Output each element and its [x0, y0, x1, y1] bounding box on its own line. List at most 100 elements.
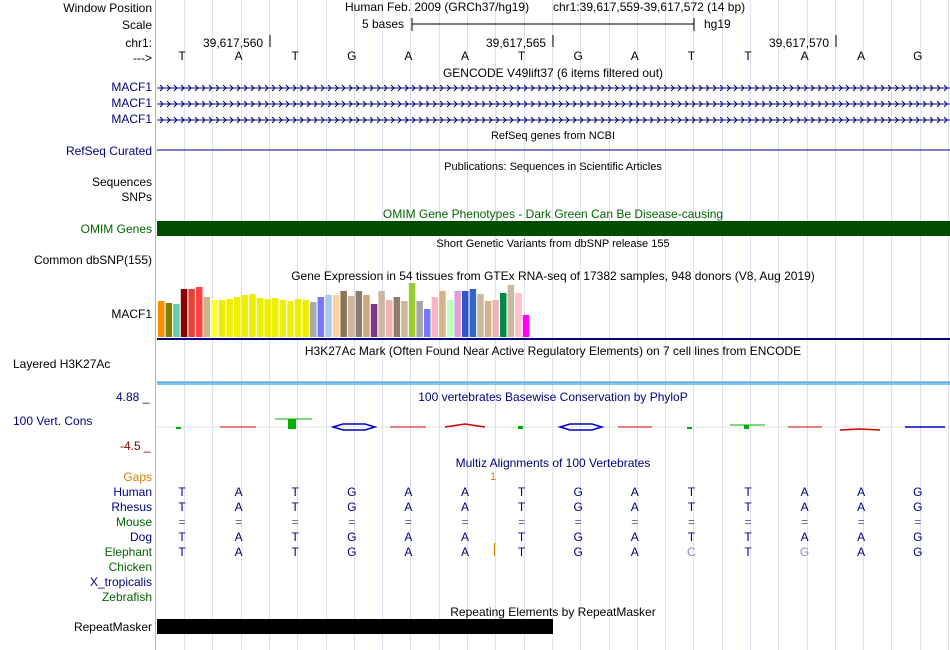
gtex-tissue-bar — [332, 295, 340, 337]
gtex-tissue-bar — [363, 295, 370, 337]
grid-line — [665, 0, 666, 650]
gtex-tissue-bar — [424, 309, 431, 337]
aligned-base: = — [178, 515, 186, 529]
tick-label-1: 39,617,560 — [203, 36, 264, 50]
gtex-tissue-bar — [256, 298, 264, 337]
aligned-base: A — [234, 500, 243, 514]
aligned-base: T — [178, 530, 186, 544]
gtex-track-title: Gene Expression in 54 tissues from GTEx … — [291, 269, 815, 283]
species-label[interactable]: Elephant — [104, 545, 152, 559]
assembly-title: Human Feb. 2009 (GRCh37/hg19) — [345, 0, 530, 14]
pubs-track-title: Publications: Sequences in Scientific Ar… — [444, 161, 662, 173]
gtex-tissue-bar — [431, 297, 439, 337]
base-letter: A — [234, 49, 243, 63]
gencode-item-3[interactable]: MACF1 — [111, 112, 152, 126]
aligned-base: = — [744, 515, 752, 529]
repeatmasker-label[interactable]: RepeatMasker — [73, 620, 152, 634]
refseq-label[interactable]: RefSeq Curated — [65, 144, 152, 158]
gtex-tissue-bar — [165, 303, 173, 337]
gaps-label[interactable]: Gaps — [123, 470, 152, 484]
aligned-base: A — [630, 545, 639, 559]
species-label[interactable]: Human — [113, 485, 152, 499]
base-letter: T — [178, 49, 186, 63]
grid-line — [722, 0, 723, 650]
gtex-tissue-bar — [469, 289, 477, 337]
omim-label[interactable]: OMIM Genes — [80, 222, 152, 236]
grid-line — [920, 0, 921, 650]
species-label[interactable]: Rhesus — [111, 500, 152, 514]
gtex-tissue-bar — [370, 304, 378, 337]
base-letter: A — [460, 49, 469, 63]
dbsnp-label[interactable]: Common dbSNP(155) — [33, 253, 152, 267]
aligned-base: G — [913, 500, 923, 514]
gtex-tissue-bar — [188, 289, 195, 337]
tick-label-3: 39,617,570 — [769, 36, 830, 50]
aligned-base: = — [291, 515, 299, 529]
gencode-item-2[interactable]: MACF1 — [111, 96, 152, 110]
species-label[interactable]: Mouse — [115, 515, 152, 529]
gtex-tissue-bar — [393, 297, 401, 337]
gtex-tissue-bar — [294, 299, 302, 337]
window-position-label: Window Position — [63, 1, 152, 15]
phylop-label[interactable]: 100 Vert. Cons — [13, 414, 93, 428]
repeatmasker-track-title: Repeating Elements by RepeatMasker — [450, 605, 656, 619]
aligned-base: T — [687, 500, 696, 514]
gtex-tissue-bar — [355, 291, 363, 337]
aligned-base: A — [857, 530, 866, 544]
species-label[interactable]: X_tropicalis — [89, 575, 152, 589]
pubs-snps-label[interactable]: SNPs — [121, 190, 152, 204]
grid-line — [835, 0, 836, 650]
aligned-base: = — [461, 515, 469, 529]
aligned-base: T — [517, 545, 526, 559]
aligned-base: A — [404, 545, 413, 559]
gtex-tissue-bar — [226, 299, 233, 337]
aligned-base: T — [517, 530, 526, 544]
grid-line — [863, 0, 864, 650]
aligned-base: A — [630, 485, 639, 499]
gtex-tissue-bar — [492, 300, 499, 337]
dbsnp-track-title: Short Genetic Variants from dbSNP releas… — [436, 238, 670, 250]
aligned-base: T — [517, 485, 526, 499]
base-letter: A — [404, 49, 413, 63]
gtex-tissue-bar — [446, 300, 454, 337]
grid-line — [750, 0, 751, 650]
base-letter: G — [347, 49, 357, 63]
gtex-tissue-bar — [158, 301, 165, 337]
species-label[interactable]: Dog — [129, 530, 152, 544]
phylop-signal — [744, 425, 749, 429]
gtex-gene-label[interactable]: MACF1 — [111, 307, 152, 321]
window-coords[interactable]: chr1:39,617,559-39,617,572 (14 bp) — [553, 0, 746, 14]
aligned-base: T — [687, 530, 696, 544]
aligned-base: G — [913, 545, 923, 559]
gtex-tissue-bar — [500, 293, 507, 337]
aligned-base: T — [291, 485, 299, 499]
gtex-tissue-bar — [287, 301, 294, 337]
aligned-base: A — [630, 530, 639, 544]
h3k27ac-label[interactable]: Layered H3K27Ac — [13, 357, 111, 371]
pubs-sequences-label[interactable]: Sequences — [91, 175, 152, 189]
scale-label: Scale — [121, 18, 152, 32]
strand-arrows — [159, 100, 948, 108]
gtex-tissue-bar — [507, 285, 515, 337]
label-separator — [155, 0, 156, 650]
aligned-base: A — [404, 485, 413, 499]
grid-line — [580, 0, 581, 650]
aligned-base: A — [460, 545, 469, 559]
aligned-base: A — [234, 530, 243, 544]
repeatmasker-element[interactable] — [157, 619, 553, 634]
gtex-tissue-bar — [173, 304, 180, 337]
gencode-item-1[interactable]: MACF1 — [111, 80, 152, 94]
aligned-base: G — [347, 530, 357, 544]
aligned-base: A — [857, 485, 866, 499]
aligned-base: T — [291, 545, 299, 559]
aligned-base: G — [347, 500, 357, 514]
aligned-base: T — [178, 500, 186, 514]
refseq-track-title: RefSeq genes from NCBI — [490, 130, 616, 142]
species-label[interactable]: Zebrafish — [101, 590, 152, 604]
species-label[interactable]: Chicken — [108, 560, 152, 574]
aligned-base: G — [573, 545, 583, 559]
phylop-signal — [444, 423, 486, 428]
aligned-base: A — [404, 500, 413, 514]
aligned-base: T — [178, 485, 186, 499]
omim-feature-bar[interactable] — [157, 221, 950, 236]
